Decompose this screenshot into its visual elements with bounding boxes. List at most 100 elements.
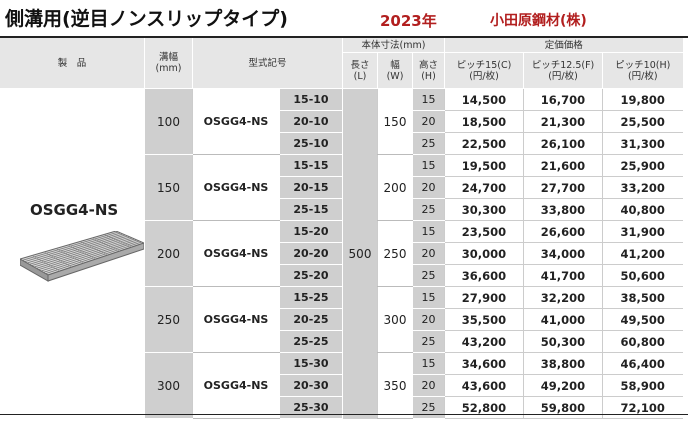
product-cell: OSGG4-NS — [0, 88, 145, 419]
header-pitch-15: ピッチ15(C) (円/枚) — [444, 52, 524, 89]
header-row-2: 長さ (L) 幅 (W) 高さ (H) ピッチ15(C) (円/枚) ピッチ12… — [0, 52, 683, 89]
price-table: 製 品 溝幅 (mm) 型式記号 本体寸法(mm) 定価価格 長さ (L) 幅 … — [0, 38, 683, 419]
price-pitch-15: 18,500 — [444, 110, 524, 133]
header-length: 長さ (L) — [342, 52, 378, 89]
model-cell: OSGG4-NS — [192, 352, 280, 419]
table-row: 25-20 25 36,600 41,700 50,600 — [0, 264, 683, 287]
height-cell: 25 — [412, 132, 445, 155]
price-pitch-12-5: 27,700 — [523, 176, 603, 199]
sub-model-cell: 15-30 — [279, 352, 343, 375]
groove-width-cell: 150 — [144, 154, 193, 221]
header-width: 幅 (W) — [377, 52, 413, 89]
sub-model-cell: 20-30 — [279, 374, 343, 397]
price-pitch-12-5: 41,000 — [523, 308, 603, 331]
table-row: 20-25 20 35,500 41,000 49,500 — [0, 308, 683, 331]
groove-width-cell: 250 — [144, 286, 193, 353]
table-row: 250 OSGG4-NS 15-25 300 15 27,900 32,200 38,500 — [0, 286, 683, 353]
bottom-rule — [0, 414, 688, 415]
groove-width-cell: 200 — [144, 220, 193, 287]
product-name: OSGG4-NS — [30, 201, 119, 219]
price-pitch-10: 40,800 — [602, 198, 683, 221]
height-cell: 15 — [412, 154, 445, 177]
width-cell: 300 — [377, 286, 413, 353]
sub-model-cell: 15-15 — [279, 154, 343, 177]
price-pitch-12-5: 26,600 — [523, 220, 603, 243]
height-cell: 15 — [412, 220, 445, 243]
price-pitch-12-5: 50,300 — [523, 330, 603, 353]
height-cell: 25 — [412, 330, 445, 353]
height-cell: 20 — [412, 374, 445, 397]
price-pitch-10: 31,900 — [602, 220, 683, 243]
sub-model-cell: 15-20 — [279, 220, 343, 243]
header-list-price: 定価価格 — [444, 38, 683, 53]
price-pitch-15: 52,800 — [444, 396, 524, 419]
price-pitch-12-5: 59,800 — [523, 396, 603, 419]
sub-model-cell: 20-15 — [279, 176, 343, 199]
sub-model-cell: 25-10 — [279, 132, 343, 155]
price-pitch-15: 14,500 — [444, 88, 524, 111]
price-pitch-10: 33,200 — [602, 176, 683, 199]
model-cell: OSGG4-NS — [192, 286, 280, 353]
price-pitch-10: 25,900 — [602, 154, 683, 177]
sub-model-cell: 25-30 — [279, 396, 343, 419]
table-row: OSGG4-NS 100 OSGG4-NS 15-10 500 150 15 14,500 16… — [0, 88, 683, 419]
price-pitch-15: 27,900 — [444, 286, 524, 309]
height-cell: 20 — [412, 110, 445, 133]
width-cell: 350 — [377, 352, 413, 419]
sub-model-cell: 25-20 — [279, 264, 343, 287]
price-pitch-12-5: 33,800 — [523, 198, 603, 221]
price-pitch-10: 25,500 — [602, 110, 683, 133]
price-pitch-12-5: 26,100 — [523, 132, 603, 155]
header-row-1: 製 品 溝幅 (mm) 型式記号 本体寸法(mm) 定価価格 — [0, 38, 683, 89]
length-cell: 500 — [342, 88, 378, 419]
price-pitch-10: 49,500 — [602, 308, 683, 331]
height-cell: 25 — [412, 264, 445, 287]
table-row: 20-15 20 24,700 27,700 33,200 — [0, 176, 683, 199]
page-title: 側溝用(逆目ノンスリップタイプ) — [5, 8, 288, 30]
price-pitch-10: 19,800 — [602, 88, 683, 111]
price-pitch-15: 35,500 — [444, 308, 524, 331]
price-year: 2023年 — [380, 12, 437, 30]
price-pitch-15: 43,600 — [444, 374, 524, 397]
table-row: 20-20 20 30,000 34,000 41,200 — [0, 242, 683, 265]
header-pitch-10: ピッチ10(H) (円/枚) — [602, 52, 683, 89]
price-pitch-12-5: 32,200 — [523, 286, 603, 309]
price-pitch-10: 38,500 — [602, 286, 683, 309]
width-cell: 250 — [377, 220, 413, 287]
sub-model-cell: 20-25 — [279, 308, 343, 331]
height-cell: 20 — [412, 176, 445, 199]
price-pitch-10: 31,300 — [602, 132, 683, 155]
sub-model-cell: 25-15 — [279, 198, 343, 221]
price-pitch-15: 24,700 — [444, 176, 524, 199]
table-row: 25-30 25 52,800 59,800 72,100 — [0, 396, 683, 419]
price-pitch-12-5: 21,600 — [523, 154, 603, 177]
price-pitch-12-5: 16,700 — [523, 88, 603, 111]
sub-model-cell: 15-10 — [279, 88, 343, 111]
header-product: 製 品 — [0, 38, 145, 89]
model-cell: OSGG4-NS — [192, 154, 280, 221]
model-cell: OSGG4-NS — [192, 88, 280, 155]
price-pitch-12-5: 34,000 — [523, 242, 603, 265]
sub-model-cell: 25-25 — [279, 330, 343, 353]
table-row: 20-30 20 43,600 49,200 58,900 — [0, 374, 683, 397]
height-cell: 25 — [412, 396, 445, 419]
height-cell: 15 — [412, 88, 445, 111]
price-pitch-15: 19,500 — [444, 154, 524, 177]
price-pitch-12-5: 41,700 — [523, 264, 603, 287]
price-pitch-10: 46,400 — [602, 352, 683, 375]
price-pitch-10: 60,800 — [602, 330, 683, 353]
price-pitch-12-5: 49,200 — [523, 374, 603, 397]
table-row: 25-25 25 43,200 50,300 60,800 — [0, 330, 683, 353]
width-cell: 200 — [377, 154, 413, 221]
groove-width-cell: 100 — [144, 88, 193, 155]
height-cell: 20 — [412, 308, 445, 331]
header-dimensions: 本体寸法(mm) — [342, 38, 445, 53]
price-pitch-10: 41,200 — [602, 242, 683, 265]
table-row: 20-10 20 18,500 21,300 25,500 — [0, 110, 683, 133]
model-cell: OSGG4-NS — [192, 220, 280, 287]
table-row: 300 OSGG4-NS 15-30 350 15 34,600 38,800 46,400 — [0, 352, 683, 419]
sub-model-cell: 15-25 — [279, 286, 343, 309]
height-cell: 25 — [412, 198, 445, 221]
header-pitch-12-5: ピッチ12.5(F) (円/枚) — [523, 52, 603, 89]
price-pitch-10: 50,600 — [602, 264, 683, 287]
